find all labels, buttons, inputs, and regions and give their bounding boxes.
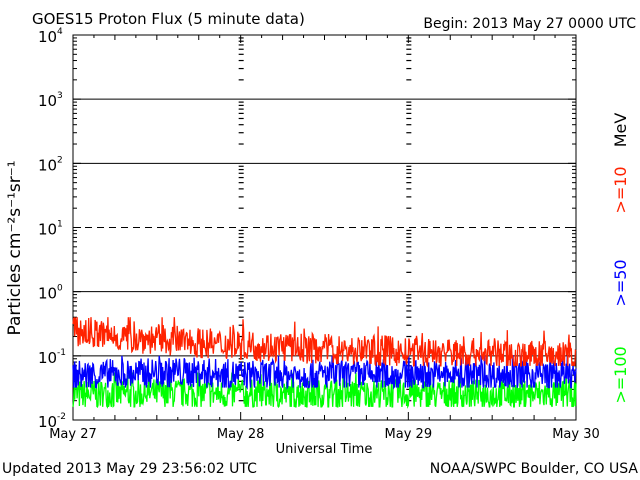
x-tick-label: May 30 (552, 427, 600, 442)
legend-unit: MeV (611, 113, 630, 148)
y-tick-exponent: 4 (57, 27, 63, 37)
plot-area (72, 34, 577, 421)
x-tick-label: May 29 (385, 427, 433, 442)
y-tick-base: 10 (38, 221, 57, 239)
y-tick-label: 10 3 (38, 91, 63, 110)
legend-item: >=50 (611, 259, 630, 306)
y-tick-base: 10 (38, 349, 57, 367)
legend: MeV >=10 >=50 >=100 (611, 113, 630, 404)
reference-lines (73, 98, 576, 357)
y-tick-exponent: 2 (57, 155, 63, 165)
y-tick-exponent: -2 (57, 412, 66, 422)
x-axis-label: Universal Time (276, 442, 373, 457)
legend-item: >=10 (611, 166, 630, 213)
x-tick-label: May 28 (217, 427, 265, 442)
y-tick-base: 10 (38, 156, 57, 174)
x-tick-labels: May 27 May 28 May 29 May 30 (49, 427, 600, 442)
y-tick-exponent: -1 (57, 348, 66, 358)
y-tick-exponent: 3 (57, 91, 63, 101)
series-line-2 (72, 372, 577, 409)
y-tick-label: 10 -1 (38, 348, 66, 367)
y-tick-base: 10 (38, 413, 57, 431)
y-axis-label: Particles cm⁻²s⁻¹sr⁻¹ (5, 160, 25, 335)
y-tick-exponent: 0 (57, 284, 63, 294)
updated-timestamp: Updated 2013 May 29 23:56:02 UTC (2, 461, 257, 477)
x-tick-label: May 27 (49, 427, 97, 442)
y-tick-exponent: 1 (57, 220, 63, 230)
y-tick-base: 10 (38, 92, 57, 110)
y-tick-label: 10 2 (38, 155, 63, 174)
series-line-1 (72, 355, 577, 390)
series-line-0 (72, 316, 577, 368)
y-tick-base: 10 (38, 28, 57, 46)
y-tick-label: 10 4 (38, 27, 63, 46)
series-lines (72, 316, 577, 409)
y-tick-label: 10 1 (38, 220, 63, 239)
y-tick-base: 10 (38, 285, 57, 303)
y-tick-label: 10 -2 (38, 412, 66, 431)
chart-title: GOES15 Proton Flux (5 minute data) (32, 10, 305, 28)
y-tick-label: 10 0 (38, 284, 63, 303)
legend-item: >=100 (611, 346, 630, 403)
begin-time: Begin: 2013 May 27 0000 UTC (423, 16, 636, 32)
credit-text: NOAA/SWPC Boulder, CO USA (430, 461, 639, 477)
